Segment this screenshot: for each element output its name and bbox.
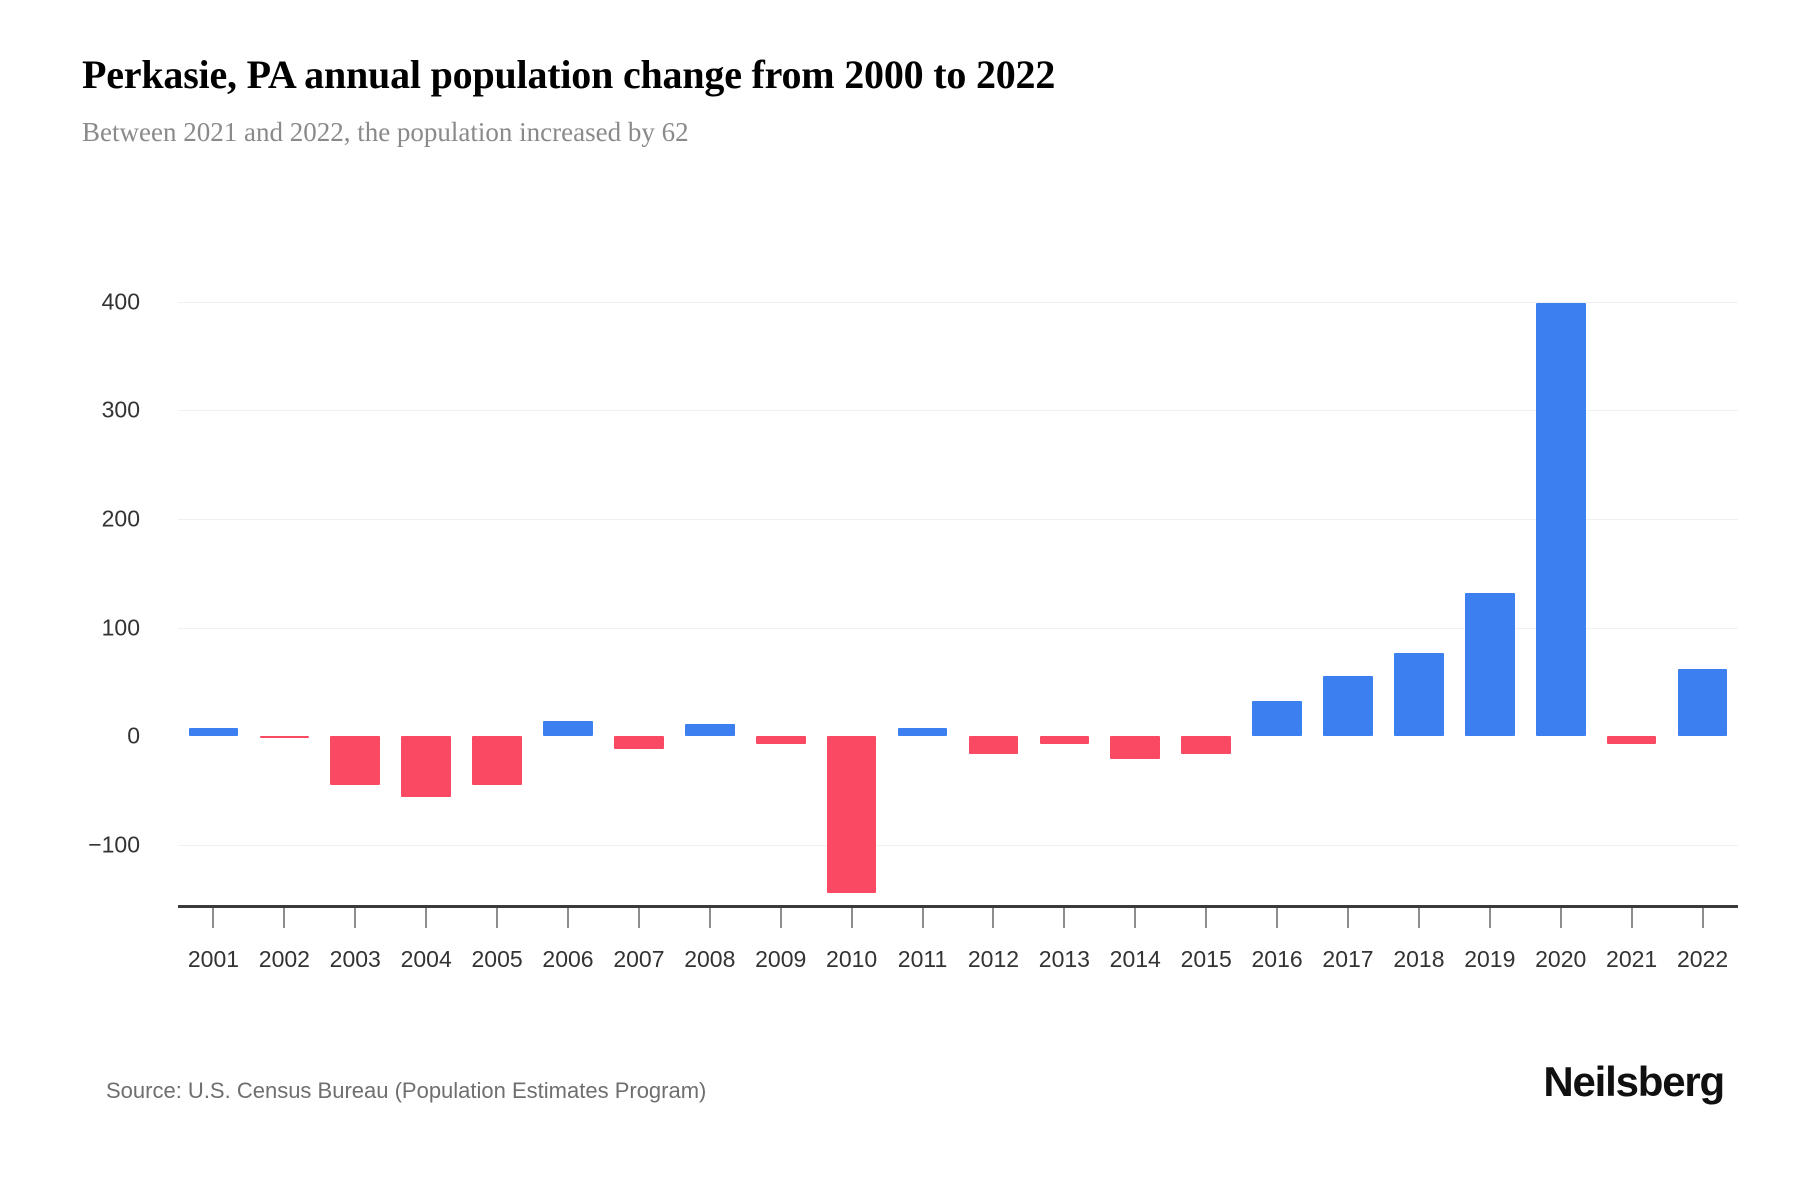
- bar-2003[interactable]: [330, 736, 381, 786]
- x-axis-tick-2009: [779, 908, 782, 928]
- x-axis-tick-2006: [567, 908, 569, 928]
- x-axis-tick-2005: [496, 908, 499, 928]
- x-axis-label-2007: 2007: [613, 946, 665, 972]
- x-axis-label-2004: 2004: [400, 946, 452, 972]
- x-axis-label-2018: 2018: [1393, 946, 1445, 972]
- bar-2009[interactable]: [755, 736, 806, 744]
- x-axis-tick-2016: [1276, 908, 1279, 928]
- x-axis-label-2003: 2003: [329, 946, 381, 972]
- x-axis-label-2020: 2020: [1535, 946, 1587, 972]
- bar-2022[interactable]: [1677, 668, 1728, 737]
- bar-2011[interactable]: [897, 727, 948, 737]
- chart-header: Perkasie, PA annual population change fr…: [82, 52, 1722, 148]
- gridline--100: [178, 844, 1738, 846]
- chart-subtitle: Between 2021 and 2022, the population in…: [82, 117, 689, 147]
- x-axis-label-2015: 2015: [1180, 946, 1232, 972]
- x-axis-tick-2021: [1630, 908, 1633, 928]
- bar-2015[interactable]: [1181, 736, 1231, 754]
- bar-2001[interactable]: [188, 727, 239, 737]
- y-axis-tick-label: 300: [101, 396, 140, 423]
- y-axis-tick-label: −100: [88, 831, 140, 858]
- bar-2012[interactable]: [968, 736, 1019, 754]
- x-axis-label-2013: 2013: [1038, 946, 1090, 972]
- x-axis-tick-2020: [1559, 908, 1562, 928]
- gridline-100: [178, 627, 1738, 629]
- x-axis-tick-2019: [1488, 908, 1491, 928]
- x-axis-tick-2014: [1134, 908, 1137, 928]
- x-axis-label-2001: 2001: [187, 946, 240, 972]
- bar-2021[interactable]: [1606, 736, 1657, 744]
- x-axis-tick-2017: [1347, 908, 1349, 928]
- bar-2014[interactable]: [1110, 736, 1161, 759]
- bar-2005[interactable]: [472, 736, 522, 786]
- x-axis-labels: 2001 2002 2003 2004 2005 2006 2007 2008 2009 2010…: [178, 946, 1738, 986]
- bar-2013[interactable]: [1039, 736, 1090, 744]
- x-axis-tick-2010: [850, 908, 853, 928]
- x-axis-label-2010: 2010: [826, 946, 878, 972]
- x-axis-tick-2022: [1701, 908, 1704, 928]
- x-axis-tick-2018: [1417, 908, 1420, 928]
- x-axis-label-2006: 2006: [542, 946, 594, 972]
- bar-2017[interactable]: [1323, 676, 1373, 737]
- y-axis-tick-label: 100: [101, 614, 140, 641]
- x-axis-tick-2007: [637, 908, 640, 928]
- x-axis-tick-2013: [1063, 908, 1066, 928]
- y-axis-tick-label: 200: [101, 505, 140, 532]
- page-title: Perkasie, PA annual population change fr…: [82, 52, 1056, 97]
- x-axis-tick-2015: [1205, 908, 1208, 928]
- x-axis-tick-2011: [921, 908, 924, 928]
- x-axis-label-2014: 2014: [1109, 946, 1161, 972]
- x-axis-line: [178, 905, 1738, 908]
- x-axis-tick-2012: [992, 908, 995, 928]
- bar-2007[interactable]: [614, 736, 664, 750]
- y-axis-tick-label: 400: [101, 288, 140, 315]
- bar-2006[interactable]: [543, 721, 593, 737]
- x-axis-label-2017: 2017: [1322, 946, 1374, 972]
- x-axis-label-2008: 2008: [684, 946, 736, 972]
- source-note: Source: U.S. Census Bureau (Population E…: [106, 1078, 707, 1103]
- x-axis-label-2022: 2022: [1676, 946, 1729, 972]
- bar-2010[interactable]: [826, 736, 877, 893]
- bar-2018[interactable]: [1394, 652, 1444, 737]
- x-axis-label-2019: 2019: [1464, 946, 1516, 972]
- x-axis-label-2011: 2011: [897, 946, 948, 972]
- x-axis-label-2002: 2002: [258, 946, 310, 972]
- x-axis-tick-2004: [425, 908, 428, 928]
- bar-2020[interactable]: [1535, 302, 1586, 737]
- bar-2019[interactable]: [1465, 592, 1515, 737]
- x-axis-label-2016: 2016: [1251, 946, 1303, 972]
- gridline-300: [178, 410, 1738, 412]
- bar-2016[interactable]: [1252, 701, 1302, 737]
- gridlines-layer: 400 300 200 100 0 −100: [88, 280, 1738, 910]
- gridline-200: [178, 518, 1738, 520]
- x-axis-tick-2003: [354, 908, 357, 928]
- y-axis-tick-label: 0: [127, 722, 140, 749]
- x-axis-label-2012: 2012: [967, 946, 1020, 972]
- bar-2008[interactable]: [685, 724, 735, 737]
- brand-logo: Neilsberg: [1543, 1058, 1725, 1105]
- x-axis-tick-2002: [283, 908, 286, 928]
- bars-layer: [178, 280, 1738, 910]
- x-axis-label-2009: 2009: [755, 946, 807, 972]
- x-axis-tick-2001: [212, 908, 215, 928]
- bar-2002[interactable]: [259, 736, 310, 739]
- x-axis-tick-2008: [708, 908, 711, 928]
- gridline-400: [178, 301, 1738, 303]
- bar-2004[interactable]: [401, 736, 451, 798]
- x-axis-label-2005: 2005: [471, 946, 523, 972]
- x-axis-ticks: [178, 908, 1738, 930]
- x-axis-label-2021: 2021: [1606, 946, 1658, 972]
